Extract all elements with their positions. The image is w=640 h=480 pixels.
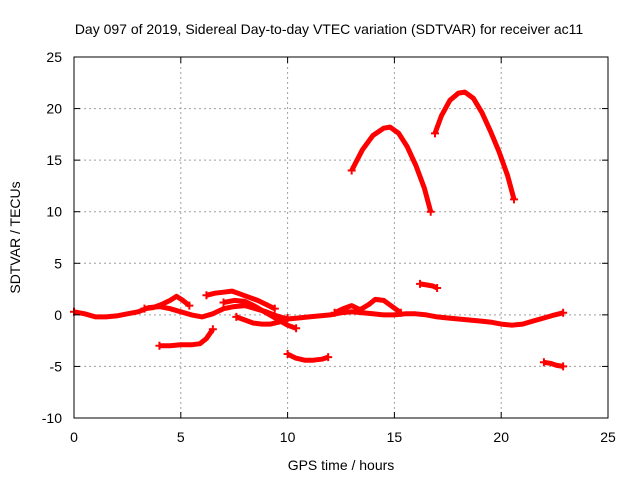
- y-tick-label: 15: [46, 152, 62, 168]
- x-tick-label: 0: [70, 429, 78, 445]
- series-line-dip-mid: [235, 314, 289, 327]
- series-point-marker: [426, 207, 435, 216]
- grid-lines: [74, 57, 608, 418]
- chart-title: Day 097 of 2019, Sidereal Day-to-day VTE…: [75, 21, 584, 37]
- series-point-marker: [396, 308, 405, 317]
- series-point-marker: [510, 195, 519, 204]
- series-point-marker: [208, 325, 217, 334]
- series-point-marker: [292, 324, 301, 333]
- plot-frame: [73, 56, 609, 419]
- series-point-marker: [219, 298, 228, 307]
- series-point-marker: [155, 341, 164, 350]
- series-point-marker: [539, 358, 548, 367]
- y-tick-label: 0: [54, 307, 62, 323]
- series-point-marker: [330, 308, 339, 317]
- y-tick-label: 5: [54, 255, 62, 271]
- series-point-marker: [140, 304, 149, 313]
- series-point-marker: [559, 362, 568, 371]
- series-point-marker: [232, 312, 241, 321]
- y-tick-label: 10: [46, 204, 62, 220]
- series-line-bump-b: [205, 288, 276, 311]
- y-tick-label: 25: [46, 49, 62, 65]
- y-axis-label: SDTVAR / TECUs: [7, 181, 23, 293]
- series-point-marker: [202, 291, 211, 300]
- series-point-marker: [283, 350, 292, 359]
- series-point-marker: [347, 166, 356, 175]
- axis-ticks: 0 5 10 15 20 25 -10 -5 0 5 10 15 20 25: [42, 49, 616, 445]
- series-line-neg-b: [286, 351, 329, 363]
- series-point-marker: [416, 279, 425, 288]
- series-line-arc-high-2: [432, 89, 517, 200]
- series-point-marker: [185, 301, 194, 310]
- x-tick-label: 10: [280, 429, 296, 445]
- x-axis-label: GPS time / hours: [288, 457, 395, 473]
- series-point-marker: [283, 313, 292, 322]
- y-tick-label: -5: [50, 358, 63, 374]
- series-line-arc-high-1: [349, 124, 434, 213]
- series-line-bump-a: [144, 293, 191, 312]
- y-tick-label: 20: [46, 101, 62, 117]
- y-tick-label: -10: [42, 410, 62, 426]
- x-tick-label: 20: [493, 429, 509, 445]
- series-point-marker: [324, 353, 333, 362]
- series-line-bump-c: [223, 297, 297, 331]
- series-point-marker: [270, 304, 279, 313]
- series-group: [70, 89, 568, 371]
- series-point-marker: [559, 308, 568, 317]
- x-tick-label: 5: [177, 429, 185, 445]
- series-line-neg-a: [159, 327, 215, 349]
- series-line-bump-d: [333, 296, 403, 316]
- series-point-marker: [433, 284, 442, 293]
- series-point-marker: [430, 129, 439, 138]
- x-tick-label: 15: [387, 429, 403, 445]
- x-tick-label: 25: [600, 429, 616, 445]
